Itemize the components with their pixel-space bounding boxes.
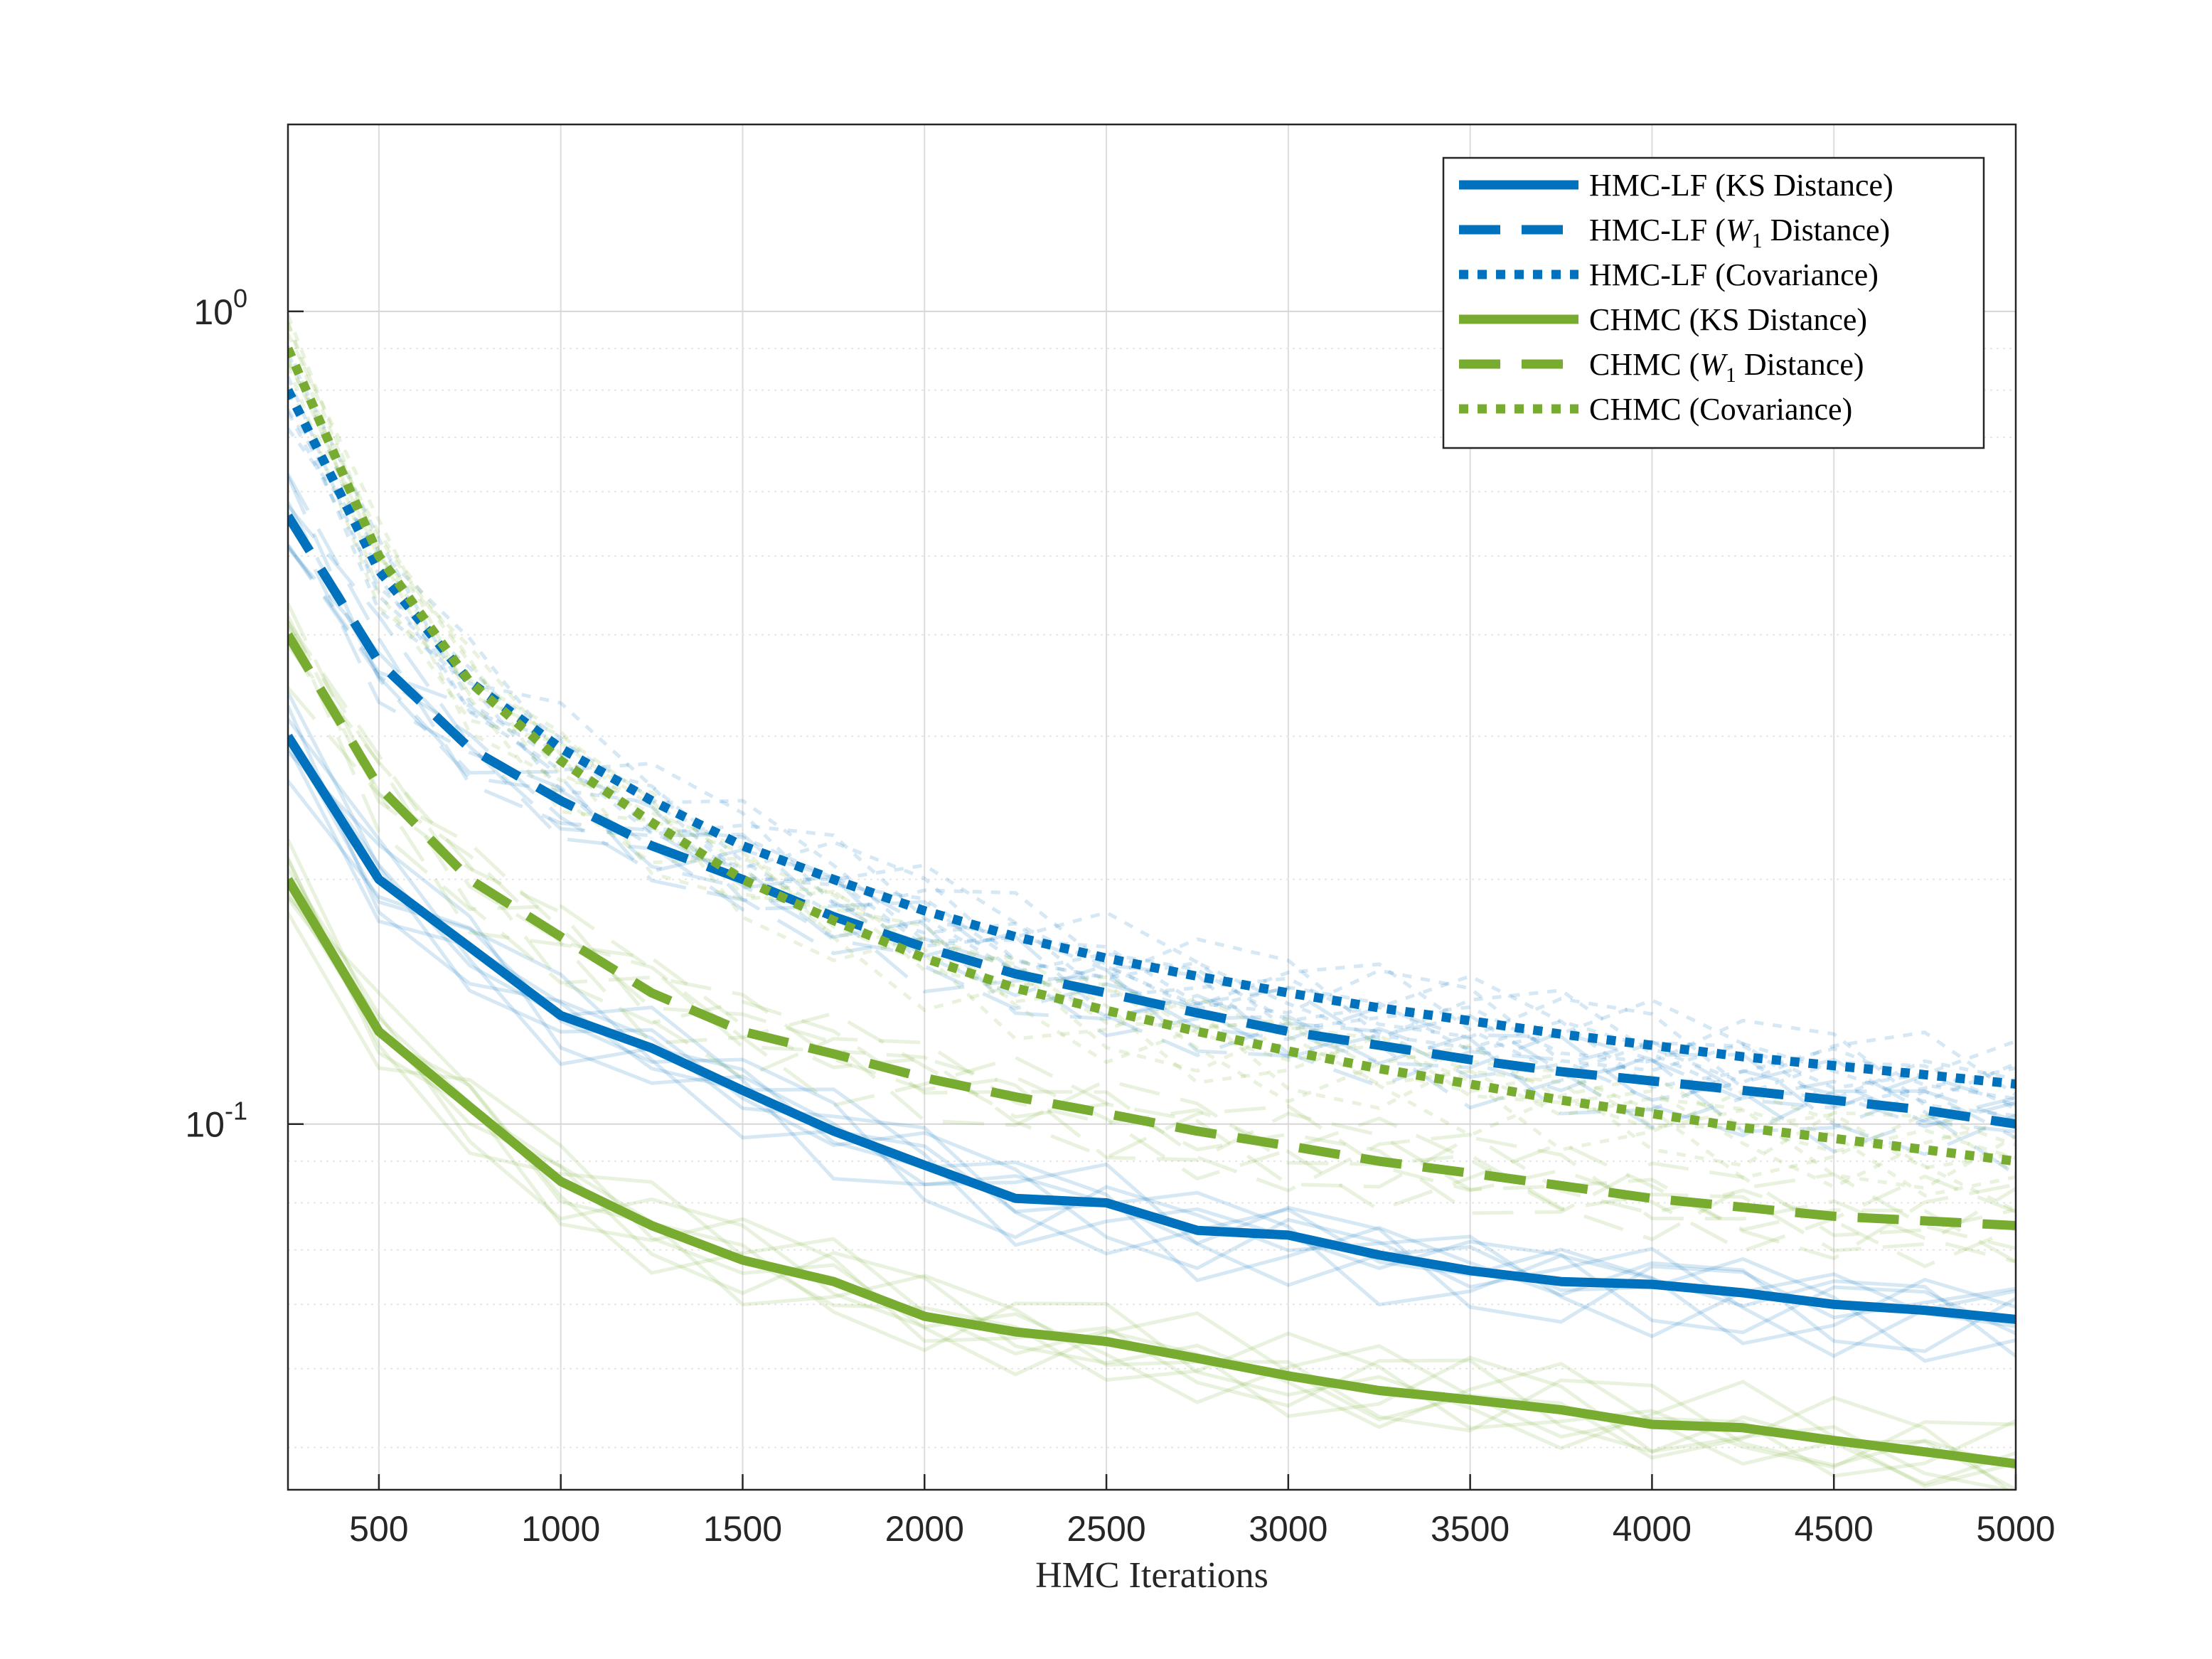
run-trace-1-5 [288, 504, 2016, 1156]
legend-label-3: CHMC (KS Distance) [1589, 302, 1867, 337]
run-trace-5-2 [288, 364, 2016, 1175]
run-trace-1-2 [288, 546, 2016, 1129]
run-trace-0-4 [288, 733, 2016, 1358]
run-trace-0-2 [288, 779, 2016, 1339]
legend-label-5: CHMC (Covariance) [1589, 392, 1852, 427]
run-trace-2-7 [288, 408, 2016, 1104]
legend-label-2: HMC-LF (Covariance) [1589, 257, 1879, 292]
run-trace-0-5 [288, 750, 2016, 1363]
x-tick-label: 2500 [1067, 1509, 1145, 1549]
x-tick-label: 3000 [1249, 1509, 1327, 1549]
x-tick-label: 4500 [1795, 1509, 1874, 1549]
series-line-5 [288, 346, 2016, 1166]
run-trace-3-5 [288, 838, 2016, 1470]
x-tick-label: 2000 [885, 1509, 964, 1549]
x-tick-label: 3500 [1431, 1509, 1510, 1549]
run-trace-5-1 [288, 314, 2016, 1189]
run-trace-0-3 [288, 734, 2016, 1324]
run-trace-4-5 [288, 615, 2016, 1264]
axis-ticks: 500 1000 1500 2000 2500 3000 3500 4000 4500 50001… [185, 284, 2055, 1549]
run-trace-1-6 [288, 476, 2016, 1133]
legend-label-4: CHMC (W1 Distance) [1589, 347, 1864, 387]
series-line-1 [288, 513, 2016, 1129]
run-trace-5-6 [288, 333, 2016, 1190]
x-tick-label: 5000 [1976, 1509, 2055, 1549]
run-trace-2-2 [288, 390, 2016, 1090]
run-trace-0-1 [288, 705, 2016, 1345]
run-trace-3-3 [288, 912, 2011, 1490]
run-trace-4-0 [288, 640, 2016, 1264]
x-tick-label: 500 [349, 1509, 408, 1549]
run-trace-0-0 [288, 718, 2016, 1353]
run-trace-4-1 [288, 625, 2016, 1253]
run-trace-2-3 [288, 390, 2016, 1097]
series-line-2 [288, 388, 2016, 1089]
run-trace-3-6 [288, 890, 2016, 1490]
x-tick-label: 4000 [1613, 1509, 1692, 1549]
run-trace-1-7 [288, 545, 2016, 1133]
run-trace-1-3 [288, 501, 2016, 1110]
series-lines [288, 346, 2016, 1468]
legend-box [1442, 156, 1985, 449]
series-line-3 [288, 877, 2016, 1468]
run-trace-5-7 [288, 321, 2016, 1180]
legend-label-1: HMC-LF (W1 Distance) [1589, 213, 1890, 252]
plot-frame [287, 123, 2017, 1491]
legend-label-0: HMC-LF (KS Distance) [1589, 168, 1893, 203]
run-trace-3-4 [288, 895, 2016, 1488]
run-trace-2-0 [288, 346, 2016, 1101]
run-trace-4-2 [288, 621, 2016, 1253]
run-trace-3-2 [288, 858, 2016, 1469]
run-trace-3-7 [288, 868, 2016, 1478]
x-tick-label: 1000 [521, 1509, 600, 1549]
x-tick-label: 1500 [703, 1509, 782, 1549]
x-axis-label: HMC Iterations [1035, 1555, 1268, 1596]
run-trace-4-3 [288, 686, 2016, 1250]
series-line-0 [288, 733, 2016, 1324]
legend: HMC-LF (KS Distance) HMC-LF (W1 Distance)… [1442, 156, 1985, 449]
run-trace-1-0 [288, 473, 2016, 1154]
run-trace-0-6 [288, 691, 2016, 1358]
series-line-4 [288, 632, 2016, 1230]
